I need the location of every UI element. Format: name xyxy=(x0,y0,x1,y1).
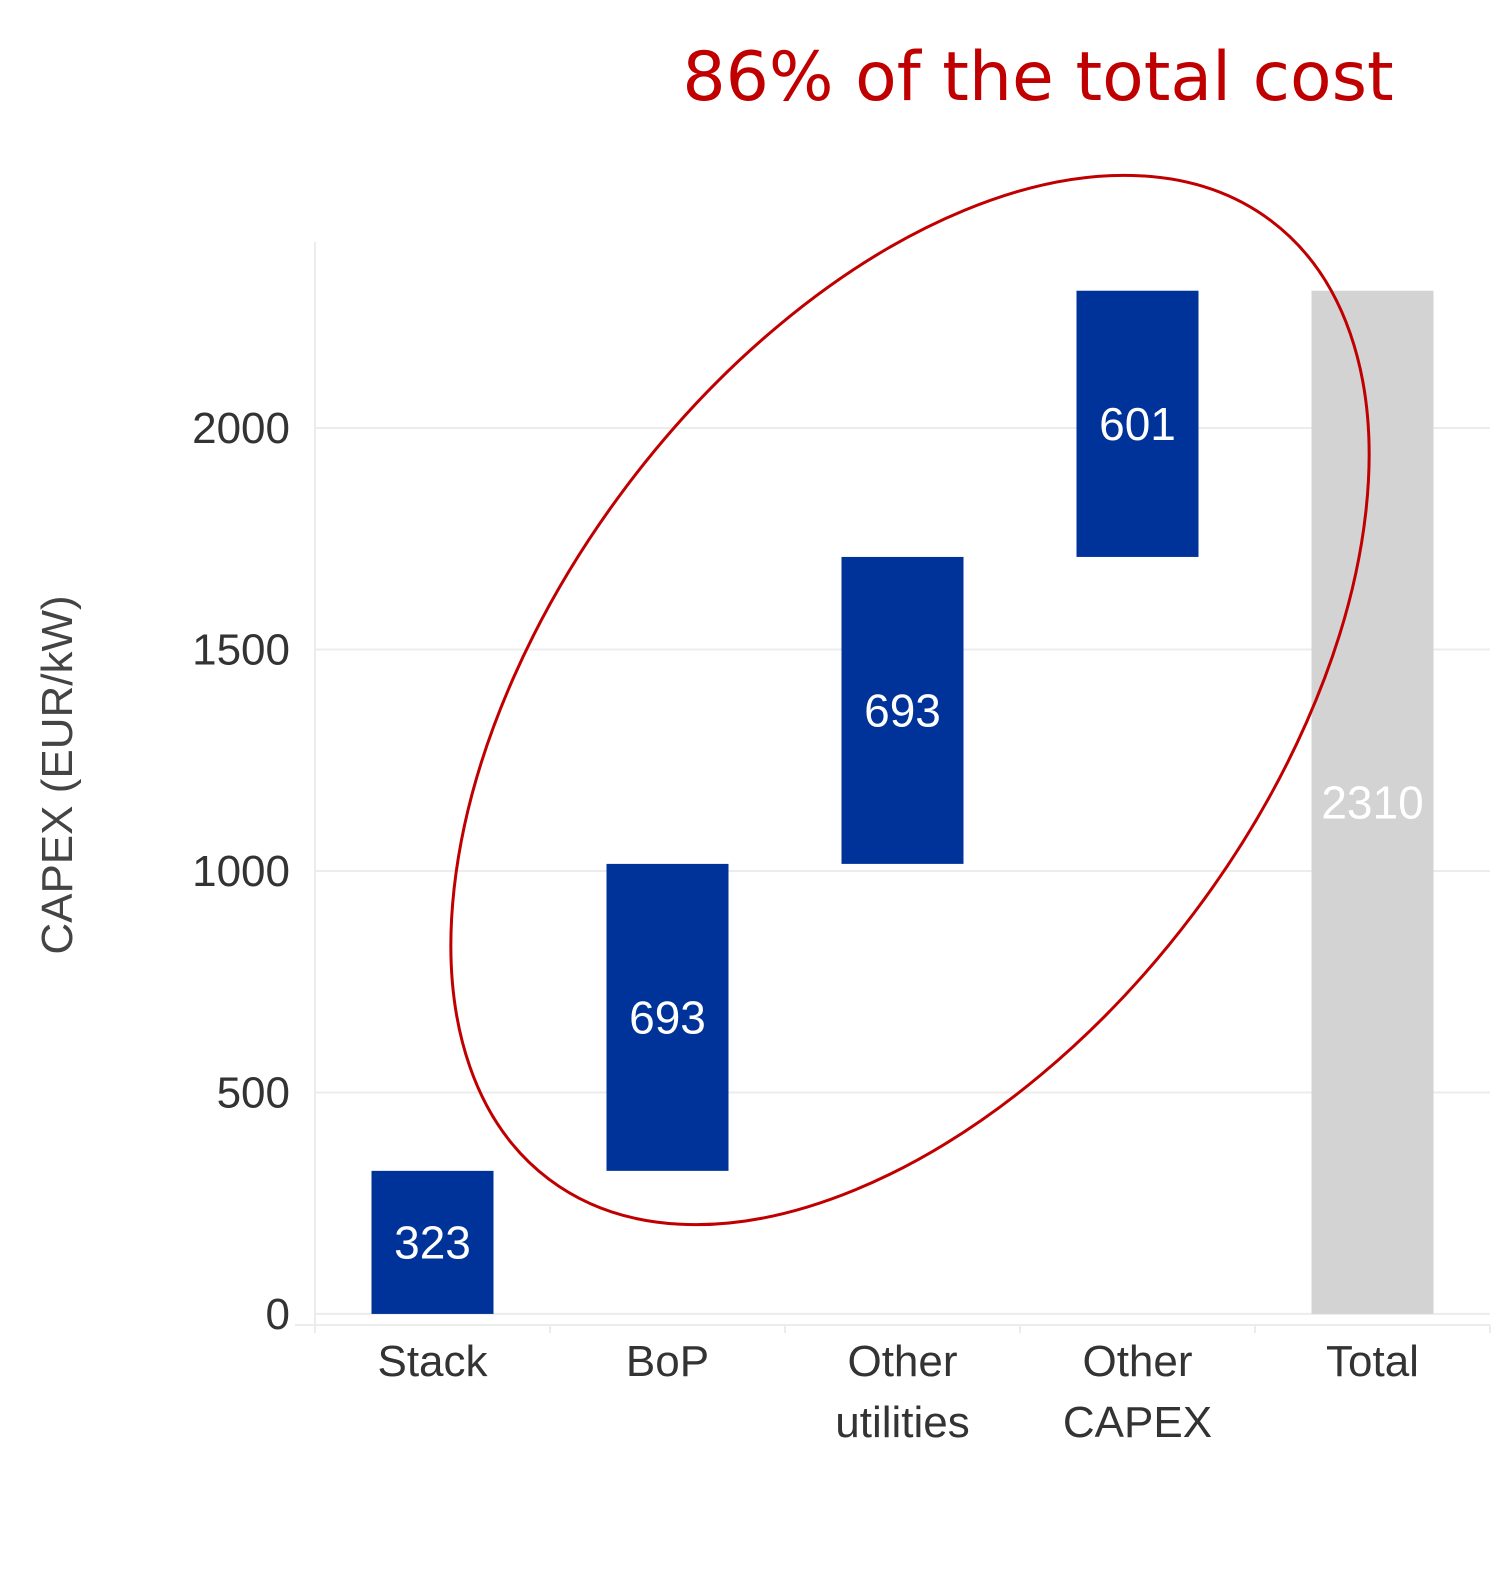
x-category-label-0: Stack xyxy=(377,1337,488,1386)
y-tick-label-0: 0 xyxy=(266,1290,290,1339)
y-axis: 0 500 1000 1500 2000 xyxy=(192,404,290,1339)
x-category-label-4: Total xyxy=(1326,1337,1419,1386)
highlight-ellipse xyxy=(449,173,1371,1227)
x-category-label-2: Other utilities xyxy=(835,1337,970,1447)
x-category-line: utilities xyxy=(835,1398,970,1447)
y-tick-label-2000: 2000 xyxy=(192,404,290,453)
x-category-label-1: BoP xyxy=(626,1337,709,1386)
data-labels-layer: 323 693 693 601 2310 xyxy=(394,398,1424,1269)
x-category-line: CAPEX xyxy=(1063,1398,1212,1447)
data-label-total: 2310 xyxy=(1321,776,1423,828)
data-label-bop: 693 xyxy=(629,991,706,1043)
x-category-line: Other xyxy=(847,1337,957,1386)
x-category-line: Stack xyxy=(377,1337,488,1386)
bar-other-utilities xyxy=(841,556,964,864)
data-label-stack: 323 xyxy=(394,1216,471,1268)
bars-layer xyxy=(371,290,1434,1314)
data-label-other-utilities: 693 xyxy=(864,684,941,736)
y-tick-label-500: 500 xyxy=(217,1068,290,1117)
x-axis: Stack BoP Other utilities Other CAPEX Total xyxy=(295,1324,1491,1447)
y-axis-title: CAPEX (EUR/kW) xyxy=(33,595,82,954)
y-tick-label-1500: 1500 xyxy=(192,626,290,675)
x-category-line: Other xyxy=(1082,1337,1192,1386)
x-category-line: BoP xyxy=(626,1337,709,1386)
x-category-line: Total xyxy=(1326,1337,1419,1386)
annotation-text: 86% of the total cost xyxy=(682,38,1393,117)
bar-other-capex xyxy=(1076,290,1199,557)
y-tick-label-1000: 1000 xyxy=(192,847,290,896)
bar-stack xyxy=(371,1170,494,1314)
x-category-label-3: Other CAPEX xyxy=(1063,1337,1212,1447)
bar-bop xyxy=(606,863,729,1171)
data-label-other-capex: 601 xyxy=(1099,398,1176,450)
bar-total xyxy=(1311,290,1434,1314)
